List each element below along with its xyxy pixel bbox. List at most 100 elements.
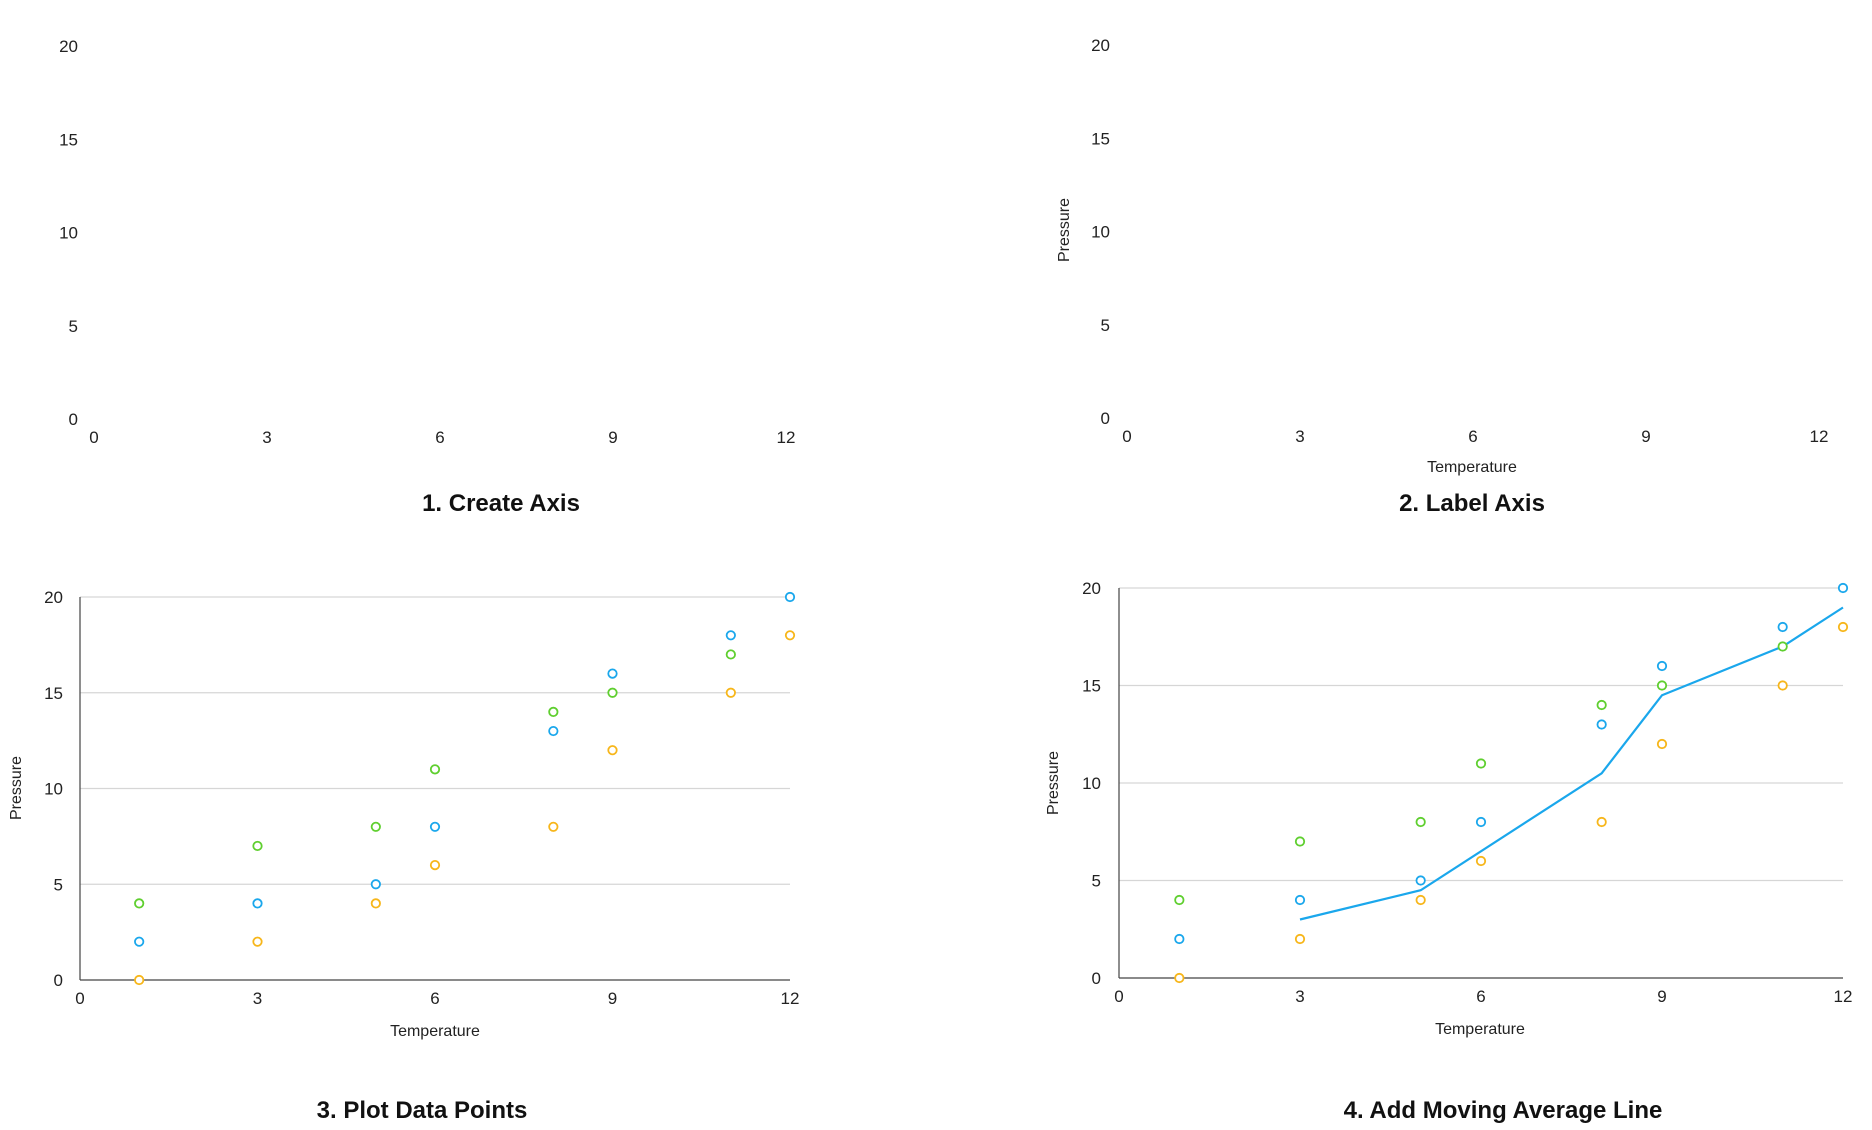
caption-create-axis: 1. Create Axis	[422, 490, 580, 517]
caption-plot-data-points: 3. Plot Data Points	[316, 1097, 528, 1124]
x-tick-label: 0	[1114, 987, 1123, 1006]
y-tick-label: 0	[69, 410, 78, 429]
x-tick-label: 9	[1657, 987, 1666, 1006]
y-tick-label: 20	[1091, 36, 1110, 55]
y-tick-label: 10	[1091, 223, 1110, 242]
data-point	[1415, 894, 1426, 906]
data-point	[1174, 894, 1185, 906]
y-tick-label: 10	[1082, 774, 1101, 793]
y-axis-title: Pressure	[1045, 751, 1062, 815]
data-point	[370, 821, 381, 832]
y-tick-label: 10	[44, 780, 63, 799]
caption-label-axis: 2. Label Axis	[1399, 490, 1545, 517]
data-point	[134, 974, 145, 986]
data-point	[1294, 933, 1306, 945]
data-point	[1656, 660, 1668, 672]
x-tick-label: 3	[1295, 427, 1304, 446]
data-point	[252, 936, 263, 947]
data-point	[1837, 621, 1849, 633]
x-tick-label: 0	[1122, 427, 1131, 446]
y-tick-label: 5	[69, 317, 78, 336]
x-tick-label: 0	[75, 989, 84, 1008]
data-point	[429, 764, 441, 775]
data-point	[548, 706, 559, 718]
x-tick-label: 3	[262, 428, 271, 447]
data-point	[548, 821, 559, 832]
data-point	[1294, 894, 1306, 906]
data-point	[370, 898, 381, 909]
data-point	[1777, 621, 1788, 633]
data-point	[1777, 680, 1788, 691]
x-tick-label: 12	[781, 989, 800, 1008]
data-point	[607, 745, 618, 756]
moving-average-line	[1299, 606, 1844, 921]
y-axis-title: Pressure	[1056, 198, 1073, 262]
data-point	[725, 687, 736, 698]
x-tick-label: 9	[608, 989, 617, 1008]
y-tick-label: 15	[1091, 129, 1110, 148]
x-tick-label: 9	[1641, 427, 1650, 446]
caption-moving-average: 4. Add Moving Average Line	[1343, 1097, 1663, 1124]
data-point	[1656, 680, 1668, 691]
data-point	[1596, 699, 1607, 711]
data-point	[1596, 719, 1607, 730]
x-tick-label: 6	[430, 989, 439, 1008]
data-point	[784, 630, 796, 641]
data-point	[370, 879, 381, 890]
y-tick-label: 0	[1101, 409, 1110, 428]
x-tick-label: 6	[435, 428, 444, 447]
data-point	[1174, 972, 1185, 984]
x-tick-label: 3	[253, 989, 262, 1008]
data-point	[429, 821, 441, 832]
y-tick-label: 20	[1082, 579, 1101, 598]
data-point	[1174, 933, 1185, 945]
x-tick-label: 12	[1810, 427, 1829, 446]
y-tick-label: 15	[59, 130, 78, 149]
data-point	[548, 725, 559, 737]
data-point	[1415, 816, 1426, 828]
data-point	[134, 936, 145, 947]
x-tick-label: 0	[89, 428, 98, 447]
data-point	[607, 687, 618, 698]
x-tick-label: 6	[1468, 427, 1477, 446]
data-point	[429, 859, 441, 871]
data-point	[725, 630, 736, 641]
x-axis-title: Temperature	[1427, 459, 1517, 476]
y-tick-label: 5	[1101, 316, 1110, 335]
y-tick-label: 0	[54, 971, 63, 990]
x-tick-label: 6	[1476, 987, 1485, 1006]
y-tick-label: 5	[54, 875, 63, 894]
data-point	[725, 649, 736, 660]
data-point	[252, 840, 263, 852]
data-point	[1596, 816, 1607, 828]
x-tick-label: 9	[608, 428, 617, 447]
data-point	[252, 898, 263, 909]
y-tick-label: 10	[59, 224, 78, 243]
y-tick-label: 15	[1082, 677, 1101, 696]
data-point	[1294, 836, 1306, 847]
data-point	[607, 668, 618, 679]
data-point	[784, 591, 796, 603]
data-point	[1777, 641, 1788, 652]
x-axis-title: Temperature	[1435, 1021, 1525, 1038]
y-tick-label: 0	[1092, 969, 1101, 988]
y-tick-label: 20	[44, 588, 63, 607]
data-point	[1475, 816, 1487, 828]
data-point	[1656, 738, 1668, 750]
data-point	[134, 898, 145, 909]
data-point	[1475, 758, 1487, 769]
y-axis-title: Pressure	[8, 756, 25, 820]
x-axis-title: Temperature	[390, 1023, 480, 1040]
x-tick-label: 12	[777, 428, 796, 447]
x-tick-label: 12	[1834, 987, 1853, 1006]
data-point	[1837, 582, 1849, 594]
x-tick-label: 3	[1295, 987, 1304, 1006]
y-tick-label: 15	[44, 684, 63, 703]
y-tick-label: 20	[59, 37, 78, 56]
data-point	[1475, 855, 1487, 867]
y-tick-label: 5	[1092, 872, 1101, 891]
